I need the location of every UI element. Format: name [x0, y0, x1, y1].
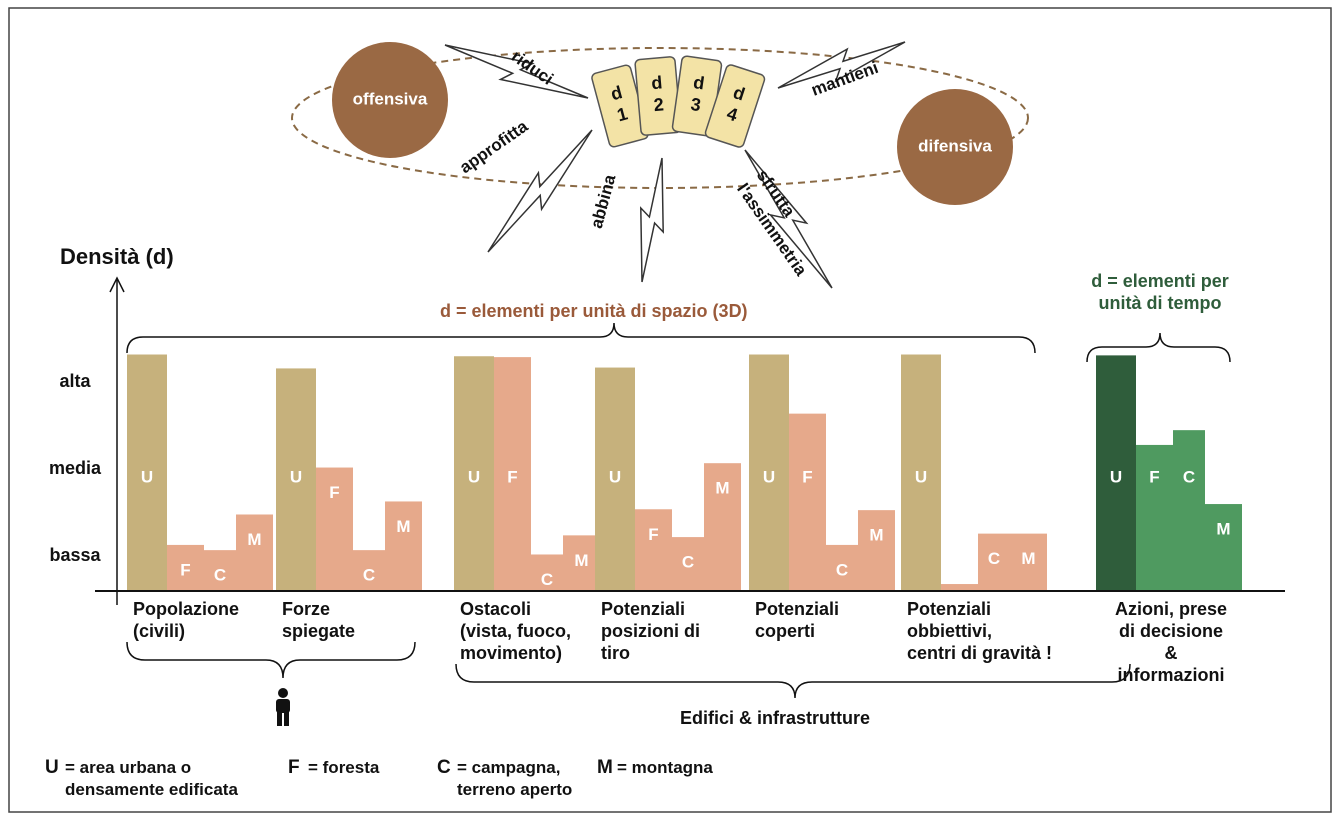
bar-letter: C [363, 566, 375, 585]
legend-key: C [437, 757, 451, 779]
x-tick-label: Potenziali posizioni di tiro [601, 598, 700, 664]
legend-key: F [288, 757, 300, 779]
bar-letter: F [648, 525, 658, 544]
person-icon [276, 688, 290, 726]
page: offensiva difensiva d1d2d3d4 bassa media a… [0, 0, 1341, 821]
bar-letter: U [141, 467, 153, 486]
legend-text: = montagna [617, 757, 713, 779]
bar-letter: F [507, 467, 517, 486]
y-axis-label: Densità (d) [60, 244, 174, 270]
bar-letter: C [214, 566, 226, 585]
legend-text: = area urbana o densamente edificata [65, 757, 238, 801]
space-brace [127, 323, 1035, 353]
legend-key: U [45, 757, 59, 779]
time-annotation: d = elementi per unità di tempo [1070, 270, 1250, 314]
y-tick-label: alta [59, 371, 91, 391]
space-annotation: d = elementi per unità di spazio (3D) [440, 300, 748, 322]
bar-letter: U [290, 467, 302, 486]
bar-letter: U [609, 467, 621, 486]
bar-letter: M [396, 517, 410, 536]
bar-letter: C [836, 560, 848, 579]
chart: offensiva difensiva d1d2d3d4 bassa media a… [0, 0, 1341, 821]
defensive-label: difensiva [918, 136, 992, 155]
bar-letter: C [988, 549, 1000, 568]
bar [385, 501, 422, 591]
bar-letter: M [869, 526, 883, 545]
bar-letter: C [541, 570, 553, 589]
bar-letter: U [763, 467, 775, 486]
bar-letter: M [1216, 520, 1230, 539]
legend-key: M [597, 757, 613, 779]
bar [1173, 430, 1205, 591]
population-brace [127, 642, 415, 678]
bar [941, 584, 978, 591]
bar-letter: F [329, 483, 339, 502]
bar [635, 509, 672, 591]
offensive-label: offensiva [353, 89, 428, 108]
bar-letter: F [802, 467, 812, 486]
bolt [641, 158, 663, 282]
x-tick-label: Potenziali obbiettivi, centri di gravità… [907, 598, 1052, 664]
plot: bassa media alta U F C M U F C M U F C M U F C M U F C M U C M U F C… [49, 355, 1242, 591]
x-tick-label: Forze spiegate [282, 598, 355, 642]
bar [1205, 504, 1242, 591]
bar-letter: C [1183, 467, 1195, 486]
card-letter: d [650, 72, 663, 93]
bar-letter: F [180, 560, 190, 579]
bar-letter: C [682, 553, 694, 572]
x-tick-label: Popolazione (civili) [133, 598, 239, 642]
bar-letter: F [1149, 467, 1159, 486]
bar-letter: U [468, 467, 480, 486]
bar [789, 414, 826, 591]
y-tick-label: media [49, 458, 102, 478]
bar-letter: M [247, 530, 261, 549]
x-tick-label: Ostacoli (vista, fuoco, movimento) [460, 598, 571, 664]
legend-text: = campagna, terreno aperto [457, 757, 572, 801]
buildings-brace [456, 664, 1130, 698]
buildings-annotation: Edifici & infrastrutture [680, 707, 870, 729]
x-tick-label: Azioni, prese di decisione & informazion… [1056, 598, 1286, 686]
bar-letter: M [715, 479, 729, 498]
bar [858, 510, 895, 591]
y-tick-label: bassa [49, 545, 101, 565]
bar-letter: M [1021, 549, 1035, 568]
bar-letter: U [915, 467, 927, 486]
legend-text: = foresta [308, 757, 379, 779]
bar [236, 514, 273, 591]
bar-letter: M [574, 551, 588, 570]
bar-letter: U [1110, 467, 1122, 486]
card-number: 2 [653, 94, 665, 115]
x-tick-label: Potenziali coperti [755, 598, 839, 642]
